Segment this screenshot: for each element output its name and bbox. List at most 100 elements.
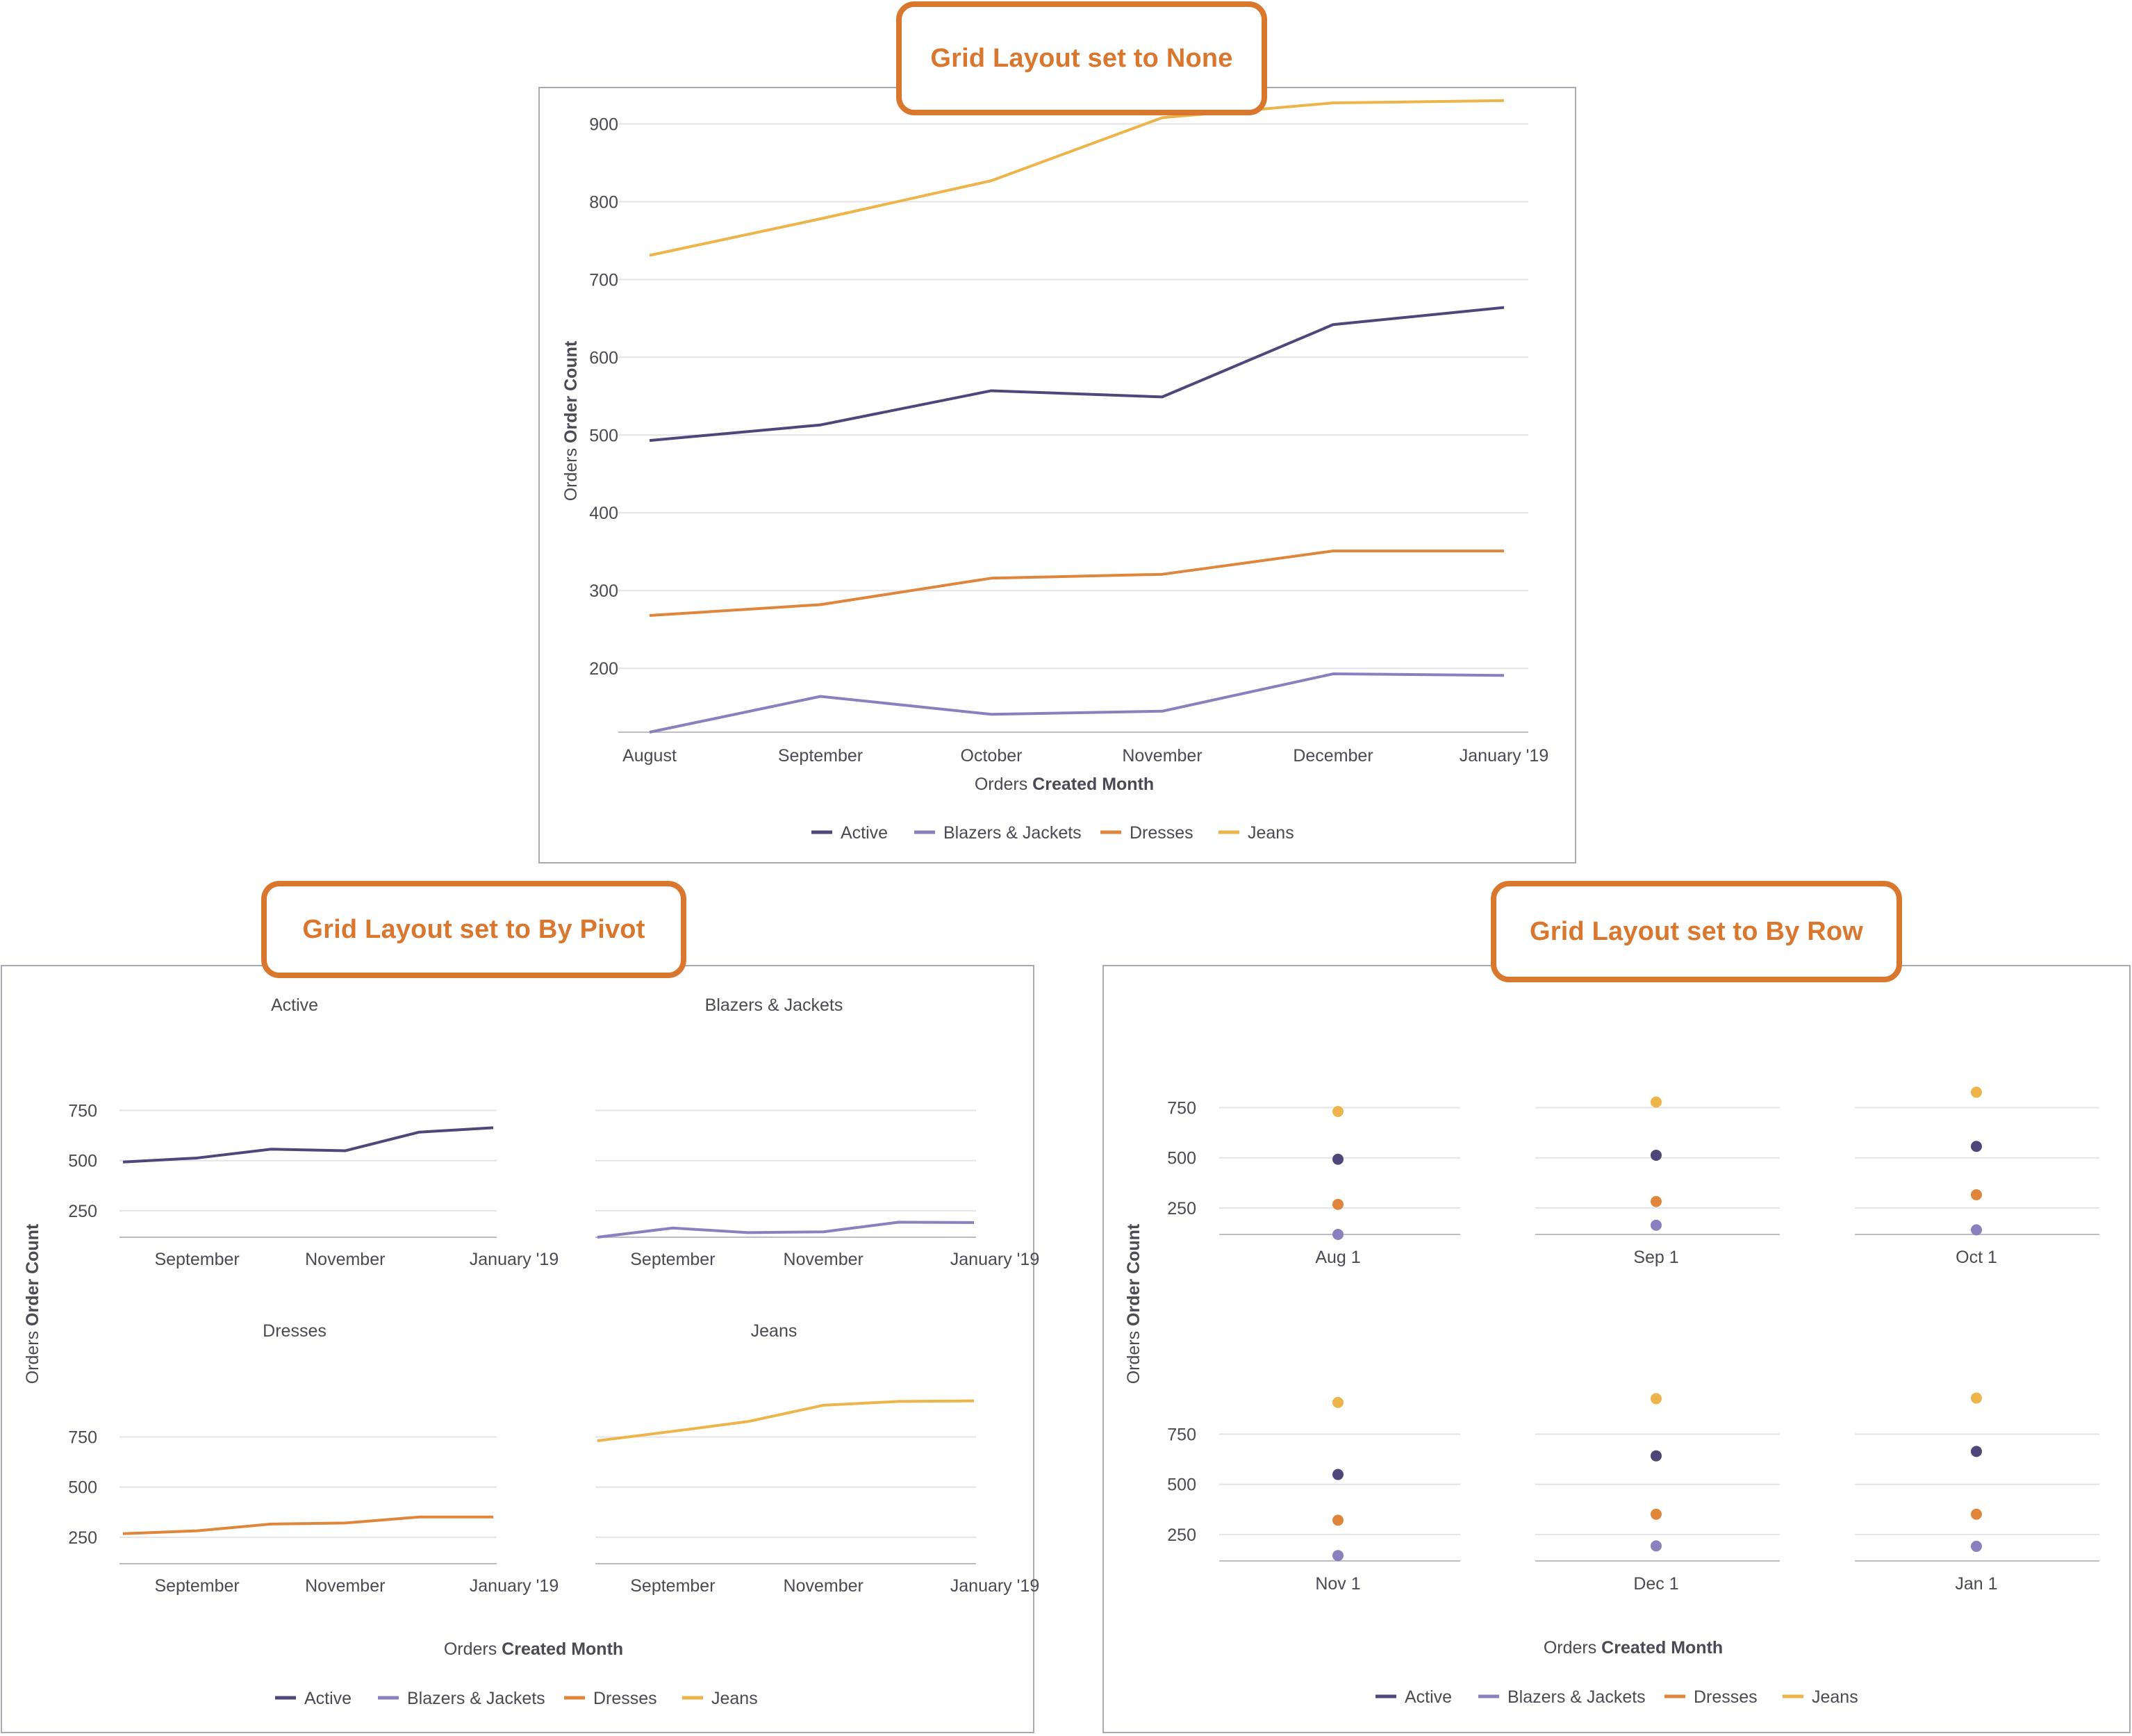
- chart-pivot-panel-jeans-xtick-september: September: [630, 1576, 715, 1596]
- chart-row-ylabel: Orders Order Count: [1124, 1223, 1143, 1384]
- chart-none-xtick-october: October: [961, 746, 1023, 766]
- chart-none-ytick-700: 700: [589, 270, 618, 290]
- chart-row-panel-jan-1-point-jeans: [1971, 1392, 1982, 1404]
- chart-row-panel-dec-1-point-jeans: [1651, 1393, 1662, 1405]
- chart-pivot-panel-dresses-ytick-250: 250: [68, 1528, 97, 1548]
- chart-none-ytick-500: 500: [589, 426, 618, 445]
- chart-none-line-dresses: [649, 549, 1504, 618]
- chart-row-panel-dec-1-point-blazers-jackets: [1651, 1540, 1662, 1552]
- chart-row-panel-nov-1-point-active: [1332, 1469, 1344, 1480]
- chart-pivot-panel-blazers-jackets-xtick-november: November: [784, 1250, 863, 1269]
- chart-none-xtick-november: November: [1122, 746, 1202, 766]
- chart-row-panel-jan-1-point-dresses: [1971, 1508, 1982, 1520]
- chart-row-panel-aug-1-point-active: [1332, 1153, 1344, 1165]
- chart-pivot-frame: [1, 965, 1034, 1733]
- chart-row-panel-oct-1-point-dresses: [1971, 1189, 1982, 1200]
- chart-row-panel-sep-1-point-jeans: [1651, 1096, 1662, 1108]
- callout-grid-none: Grid Layout set to None: [896, 1, 1267, 115]
- chart-none-ytick-200: 200: [589, 659, 618, 679]
- chart-pivot-legend: Active Blazers & Jackets Dresses Jeans: [275, 1689, 758, 1708]
- chart-pivot-panel-blazers-jackets-xtick-september: September: [630, 1250, 715, 1269]
- chart-none-legend: Active Blazers & Jackets Dresses Jeans: [811, 823, 1294, 843]
- chart-pivot-panel-active-ytick-250: 250: [68, 1202, 97, 1221]
- chart-row-panel-nov-1-xtick: Nov 1: [1315, 1574, 1360, 1594]
- chart-pivot-panel-dresses-title: Dresses: [263, 1321, 327, 1341]
- chart-none-ytick-900: 900: [589, 115, 618, 134]
- chart-row-panel-sep-1-point-blazers-jackets: [1651, 1219, 1662, 1231]
- chart-row-panel-sep-1-point-active: [1651, 1149, 1662, 1161]
- legend-label-blazers-jackets: Blazers & Jackets: [1507, 1687, 1646, 1707]
- callout-grid-by-pivot: Grid Layout set to By Pivot: [261, 881, 686, 978]
- chart-pivot-panel-active-xtick-november: November: [305, 1250, 385, 1269]
- chart-none-xtick-august: August: [622, 746, 677, 766]
- chart-none-ytick-600: 600: [589, 348, 618, 367]
- chart-none-line-jeans: [649, 99, 1505, 257]
- chart-row-panel-nov-1-point-dresses: [1332, 1514, 1344, 1526]
- chart-row-panel-oct-1-point-active: [1971, 1141, 1982, 1152]
- legend-label-jeans: Jeans: [1248, 823, 1294, 843]
- chart-row-panel-nov-1-ytick-250: 250: [1167, 1526, 1196, 1545]
- chart-none-xtick-september: September: [778, 746, 863, 766]
- chart-row-panel-nov-1-ytick-750: 750: [1167, 1425, 1196, 1445]
- chart-row-panel-jan-1-point-blazers-jackets: [1971, 1540, 1982, 1552]
- chart-pivot-panel-dresses-ytick-500: 500: [68, 1478, 97, 1498]
- chart-none-ytick-400: 400: [589, 504, 618, 523]
- chart-row-frame: [1102, 965, 2131, 1733]
- legend-label-blazers-jackets: Blazers & Jackets: [943, 823, 1082, 843]
- chart-pivot-panel-jeans-xtick-november: November: [784, 1576, 863, 1596]
- chart-none-ylabel: Orders Order Count: [561, 340, 581, 501]
- legend-label-blazers-jackets: Blazers & Jackets: [407, 1689, 545, 1708]
- legend-label-jeans: Jeans: [711, 1689, 758, 1708]
- chart-row-xlabel: Orders Created Month: [1544, 1638, 1723, 1658]
- chart-row-panel-oct-1-point-blazers-jackets: [1971, 1224, 1982, 1236]
- chart-row-panel-dec-1-xtick: Dec 1: [1633, 1574, 1678, 1594]
- chart-row-panel-aug-1-point-jeans: [1332, 1106, 1344, 1118]
- chart-row-panel-aug-1-ytick-500: 500: [1167, 1149, 1196, 1168]
- chart-pivot-xlabel: Orders Created Month: [444, 1639, 623, 1659]
- legend-label-active: Active: [1405, 1687, 1452, 1707]
- chart-none-line-blazers-jackets: [649, 672, 1505, 734]
- chart-row-panel-nov-1-point-blazers-jackets: [1332, 1550, 1344, 1562]
- chart-none-ytick-300: 300: [589, 581, 618, 601]
- chart-pivot-panel-active-ytick-500: 500: [68, 1152, 97, 1171]
- chart-row-panel-sep-1-xtick: Sep 1: [1633, 1248, 1678, 1267]
- chart-row-panel-nov-1-ytick-500: 500: [1167, 1475, 1196, 1495]
- chart-pivot-panel-dresses-xtick-january-19: January '19: [470, 1576, 559, 1596]
- chart-row-panel-aug-1-ytick-250: 250: [1167, 1199, 1196, 1218]
- chart-pivot-panel-blazers-jackets-xtick-january-19: January '19: [950, 1250, 1039, 1269]
- chart-pivot-ylabel: Orders Order Count: [23, 1223, 42, 1384]
- chart-row-panel-aug-1-point-dresses: [1332, 1198, 1344, 1210]
- chart-pivot-panel-dresses-line: [122, 1515, 493, 1535]
- chart-pivot-panel-active-title: Active: [271, 995, 318, 1015]
- callout-grid-by-row: Grid Layout set to By Row: [1491, 881, 1902, 982]
- chart-none-xlabel: Orders Created Month: [975, 775, 1154, 794]
- chart-none-xtick-december: December: [1293, 746, 1373, 766]
- chart-row-panel-sep-1-point-dresses: [1651, 1196, 1662, 1207]
- chart-row-panel-jan-1-point-active: [1971, 1446, 1982, 1457]
- chart-pivot-panel-jeans-title: Jeans: [751, 1321, 798, 1341]
- chart-row-panel-nov-1-point-jeans: [1332, 1396, 1344, 1408]
- chart-pivot-panel-dresses-xtick-september: September: [154, 1576, 239, 1596]
- chart-none-frame: [538, 87, 1576, 863]
- chart-pivot-panel-active-xtick-september: September: [154, 1250, 239, 1269]
- chart-row-panel-aug-1-point-blazers-jackets: [1332, 1229, 1344, 1240]
- chart-pivot-panel-active-xtick-january-19: January '19: [470, 1250, 559, 1269]
- legend-label-dresses: Dresses: [1130, 823, 1193, 843]
- chart-pivot-panel-blazers-jackets-title: Blazers & Jackets: [705, 995, 843, 1015]
- legend-label-dresses: Dresses: [1694, 1687, 1758, 1707]
- chart-pivot-panel-blazers-jackets-line: [597, 1221, 975, 1239]
- legend-label-jeans: Jeans: [1812, 1687, 1858, 1707]
- chart-none-xtick-january-19: January '19: [1460, 746, 1548, 766]
- chart-pivot-panel-active-line: [122, 1126, 494, 1164]
- chart-pivot-panel-active-ytick-750: 750: [68, 1102, 97, 1121]
- chart-row-panel-jan-1-xtick: Jan 1: [1955, 1574, 1997, 1594]
- chart-row-panel-dec-1-point-dresses: [1651, 1508, 1662, 1520]
- chart-pivot-panel-dresses-xtick-november: November: [305, 1576, 385, 1596]
- legend-label-dresses: Dresses: [593, 1689, 657, 1708]
- chart-none-line-active: [649, 306, 1505, 443]
- chart-row-panel-oct-1-point-jeans: [1971, 1086, 1982, 1098]
- chart-row-panel-oct-1-xtick: Oct 1: [1956, 1248, 1997, 1267]
- chart-pivot-panel-jeans-xtick-january-19: January '19: [950, 1576, 1039, 1596]
